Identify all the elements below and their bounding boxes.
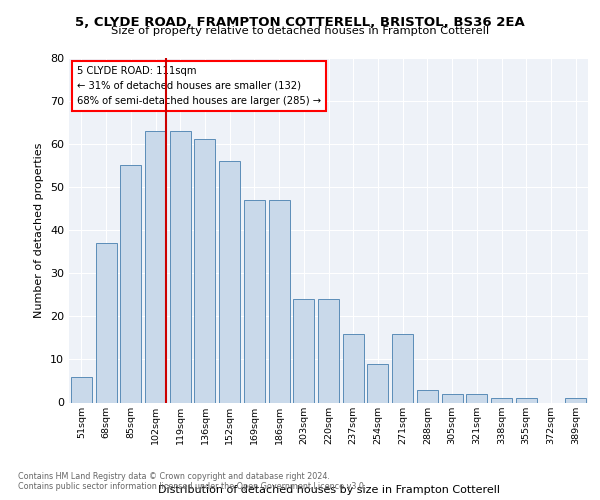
Bar — [293, 299, 314, 403]
Bar — [269, 200, 290, 402]
Bar — [219, 161, 240, 402]
Bar — [343, 334, 364, 402]
Bar — [71, 376, 92, 402]
Bar — [145, 131, 166, 402]
Text: Contains public sector information licensed under the Open Government Licence v3: Contains public sector information licen… — [18, 482, 367, 491]
Bar — [194, 140, 215, 402]
Bar — [170, 131, 191, 402]
Bar — [95, 243, 116, 402]
Bar — [516, 398, 537, 402]
Bar — [318, 299, 339, 403]
Bar — [392, 334, 413, 402]
Bar — [120, 166, 141, 402]
Text: 5 CLYDE ROAD: 111sqm
← 31% of detached houses are smaller (132)
68% of semi-deta: 5 CLYDE ROAD: 111sqm ← 31% of detached h… — [77, 66, 321, 106]
Bar — [367, 364, 388, 403]
X-axis label: Distribution of detached houses by size in Frampton Cotterell: Distribution of detached houses by size … — [157, 486, 499, 496]
Bar — [491, 398, 512, 402]
Bar — [244, 200, 265, 402]
Bar — [466, 394, 487, 402]
Text: Contains HM Land Registry data © Crown copyright and database right 2024.: Contains HM Land Registry data © Crown c… — [18, 472, 330, 481]
Text: 5, CLYDE ROAD, FRAMPTON COTTERELL, BRISTOL, BS36 2EA: 5, CLYDE ROAD, FRAMPTON COTTERELL, BRIST… — [75, 16, 525, 29]
Bar — [417, 390, 438, 402]
Text: Size of property relative to detached houses in Frampton Cotterell: Size of property relative to detached ho… — [111, 26, 489, 36]
Bar — [565, 398, 586, 402]
Y-axis label: Number of detached properties: Number of detached properties — [34, 142, 44, 318]
Bar — [442, 394, 463, 402]
